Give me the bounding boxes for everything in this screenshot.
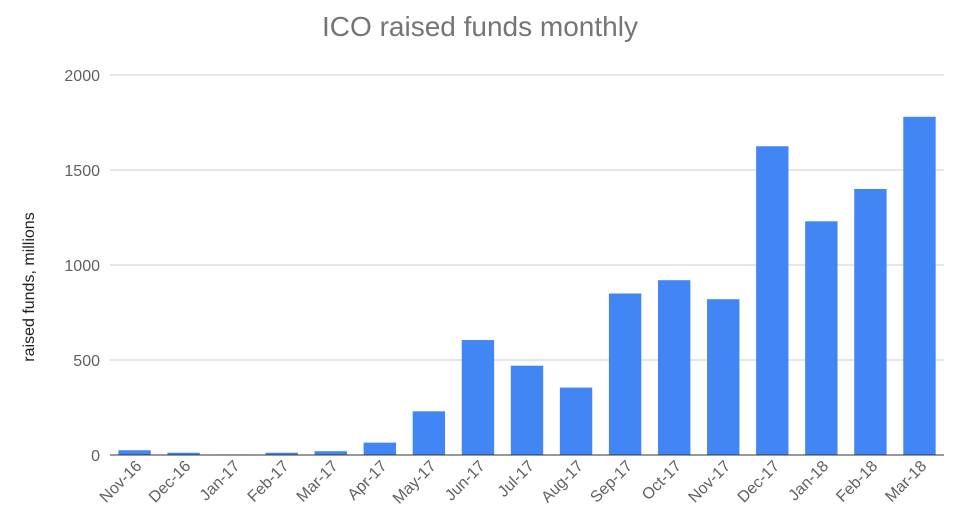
bar-mar-17 [314, 451, 347, 455]
y-tick-label: 0 [91, 448, 100, 465]
x-tick-label: Mar-17 [294, 458, 342, 506]
bar-sep-17 [608, 293, 642, 455]
bar-dec-16 [167, 452, 200, 455]
x-tick-label: May-17 [390, 458, 440, 508]
bar-aug-17 [559, 387, 593, 455]
bar-dec-17 [756, 146, 789, 455]
bar-mar-18 [903, 116, 936, 456]
x-tick-label: Aug-17 [538, 458, 587, 507]
bar-may-17 [412, 411, 446, 455]
x-tick-label: Mar-18 [882, 458, 930, 506]
chart-title: ICO raised funds monthly [322, 11, 638, 42]
y-axis-label: raised funds, millions [21, 212, 38, 361]
x-tick-label: Nov-17 [686, 458, 735, 507]
x-tick-label: Nov-16 [97, 458, 146, 507]
x-tick-label: Oct-17 [639, 458, 685, 504]
bar-jan-18 [805, 221, 838, 455]
y-tick-label: 1500 [64, 163, 100, 180]
x-tick-label: Feb-17 [245, 458, 293, 506]
bar-nov-17 [707, 299, 740, 455]
x-tick-label: Dec-17 [735, 458, 784, 507]
y-tick-label: 1000 [64, 258, 100, 275]
x-tick-label: Feb-18 [833, 458, 881, 506]
x-tick-label: Jan-17 [197, 458, 244, 505]
x-tick-label: Apr-17 [345, 458, 391, 504]
bar-jun-17 [461, 340, 495, 455]
x-tick-label: Jan-18 [786, 458, 833, 505]
x-tick-label: Jun-17 [442, 458, 489, 505]
y-tick-labels: 0 500 1000 1500 2000 [64, 68, 100, 465]
bar-feb-18 [854, 189, 887, 455]
gridlines [110, 74, 944, 361]
bar-nov-16 [118, 450, 151, 455]
bars [118, 116, 936, 456]
bar-feb-17 [265, 452, 298, 455]
bar-apr-17 [363, 442, 397, 455]
x-tick-label: Dec-16 [146, 458, 195, 507]
y-tick-label: 500 [73, 353, 100, 370]
bar-jul-17 [510, 365, 544, 455]
x-tick-label: Sep-17 [587, 458, 636, 507]
x-tick-label: Jul-17 [495, 458, 538, 501]
bar-oct-17 [657, 280, 691, 455]
y-tick-label: 2000 [64, 68, 100, 85]
x-tick-labels: Nov-16 Dec-16 Jan-17 Feb-17 Mar-17 Apr-17 May-… [97, 458, 930, 508]
